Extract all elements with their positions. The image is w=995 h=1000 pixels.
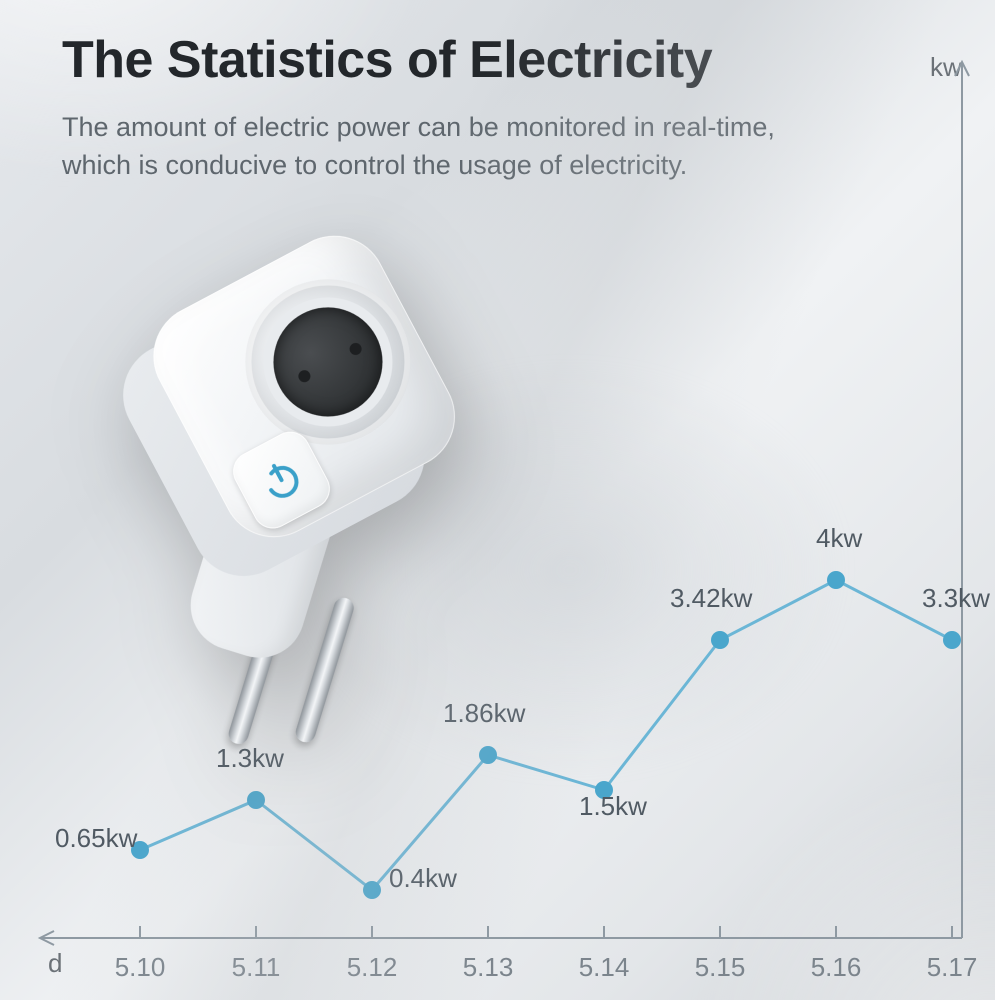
data-point-label: 4kw [816,523,862,554]
x-tick-label: 5.10 [115,952,166,983]
x-tick-label: 5.12 [347,952,398,983]
x-tick-label: 5.11 [232,952,281,983]
data-point-label: 0.65kw [55,823,137,854]
data-point-label: 3.3kw [922,583,990,614]
data-point-label: 1.86kw [443,698,525,729]
data-point-label: 0.4kw [389,863,457,894]
data-point-label: 1.5kw [579,791,647,822]
x-tick-label: 5.15 [695,952,746,983]
x-tick-label: 5.16 [811,952,862,983]
x-tick-label: 5.13 [463,952,514,983]
x-tick-label: 5.17 [927,952,978,983]
power-icon [252,450,312,510]
data-point-label: 3.42kw [670,583,752,614]
x-tick-label: 5.14 [579,952,630,983]
